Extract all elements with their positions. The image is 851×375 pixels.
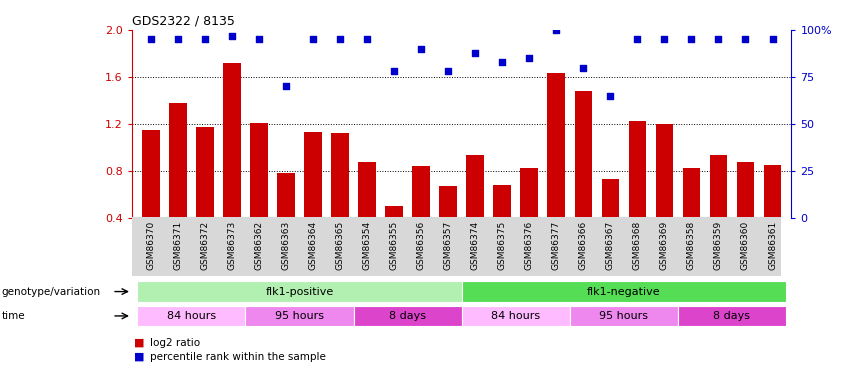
- Text: genotype/variation: genotype/variation: [2, 286, 100, 297]
- Text: percentile rank within the sample: percentile rank within the sample: [150, 352, 326, 362]
- Point: [198, 36, 212, 42]
- Point: [226, 33, 239, 39]
- Text: time: time: [2, 311, 26, 321]
- Text: GSM86361: GSM86361: [768, 220, 777, 270]
- Text: GSM86357: GSM86357: [443, 220, 453, 270]
- Text: GSM86355: GSM86355: [390, 220, 398, 270]
- Bar: [196, 127, 214, 218]
- Text: GSM86356: GSM86356: [417, 220, 426, 270]
- Text: GSM86373: GSM86373: [227, 220, 237, 270]
- Bar: [169, 103, 186, 218]
- Point: [306, 36, 320, 42]
- Text: GSM86367: GSM86367: [606, 220, 614, 270]
- Bar: [331, 133, 349, 218]
- Point: [658, 36, 671, 42]
- Bar: [521, 168, 538, 217]
- Text: ■: ■: [134, 352, 145, 362]
- Point: [144, 36, 157, 42]
- Bar: [710, 155, 728, 218]
- Text: GSM86354: GSM86354: [363, 220, 372, 270]
- Point: [171, 36, 185, 42]
- Text: GSM86364: GSM86364: [309, 220, 317, 270]
- Text: flk1-negative: flk1-negative: [587, 286, 660, 297]
- Bar: [547, 74, 565, 217]
- Text: log2 ratio: log2 ratio: [150, 338, 200, 348]
- Point: [739, 36, 752, 42]
- Text: GSM86359: GSM86359: [714, 220, 723, 270]
- Text: GSM86375: GSM86375: [498, 220, 506, 270]
- Point: [360, 36, 374, 42]
- Text: GSM86366: GSM86366: [579, 220, 588, 270]
- Text: ■: ■: [134, 338, 145, 348]
- Point: [631, 36, 644, 42]
- Point: [766, 36, 780, 42]
- Text: GSM86374: GSM86374: [471, 220, 480, 270]
- Text: 8 days: 8 days: [713, 311, 751, 321]
- Text: GSM86360: GSM86360: [741, 220, 750, 270]
- Text: 95 hours: 95 hours: [275, 311, 324, 321]
- Text: GSM86376: GSM86376: [525, 220, 534, 270]
- Point: [252, 36, 266, 42]
- Text: GDS2322 / 8135: GDS2322 / 8135: [132, 15, 235, 27]
- Point: [550, 27, 563, 33]
- Bar: [466, 155, 484, 218]
- Bar: [245, 306, 353, 326]
- Bar: [142, 130, 160, 218]
- Text: 8 days: 8 days: [389, 311, 426, 321]
- Bar: [358, 162, 376, 218]
- Bar: [655, 124, 673, 218]
- Point: [468, 50, 482, 55]
- Text: GSM86370: GSM86370: [146, 220, 156, 270]
- Point: [414, 46, 428, 52]
- Bar: [462, 306, 570, 326]
- Point: [495, 59, 509, 65]
- Point: [523, 55, 536, 61]
- Point: [711, 36, 725, 42]
- Bar: [250, 123, 268, 218]
- Text: GSM86372: GSM86372: [200, 220, 209, 270]
- Text: GSM86362: GSM86362: [254, 220, 264, 270]
- Bar: [462, 281, 786, 302]
- Bar: [137, 306, 245, 326]
- Text: GSM86363: GSM86363: [282, 220, 290, 270]
- Text: 95 hours: 95 hours: [599, 311, 648, 321]
- Point: [442, 68, 455, 74]
- Bar: [570, 306, 678, 326]
- Point: [279, 83, 293, 89]
- Bar: [629, 122, 646, 218]
- Text: 84 hours: 84 hours: [167, 311, 216, 321]
- Text: GSM86358: GSM86358: [687, 220, 696, 270]
- Text: flk1-positive: flk1-positive: [266, 286, 334, 297]
- Bar: [413, 166, 430, 218]
- Bar: [304, 132, 322, 218]
- Bar: [494, 185, 511, 218]
- Bar: [137, 281, 462, 302]
- Text: GSM86377: GSM86377: [551, 220, 561, 270]
- Bar: [683, 168, 700, 217]
- Point: [387, 68, 401, 74]
- Text: GSM86369: GSM86369: [660, 220, 669, 270]
- Point: [334, 36, 347, 42]
- Bar: [386, 206, 403, 218]
- Bar: [678, 306, 786, 326]
- Bar: [763, 165, 781, 218]
- Point: [684, 36, 698, 42]
- Bar: [223, 63, 241, 217]
- Text: 84 hours: 84 hours: [491, 311, 540, 321]
- Bar: [602, 179, 620, 218]
- Bar: [574, 91, 592, 218]
- Text: GSM86365: GSM86365: [335, 220, 345, 270]
- Text: GSM86371: GSM86371: [174, 220, 182, 270]
- Bar: [737, 162, 754, 218]
- Point: [603, 93, 617, 99]
- Bar: [353, 306, 462, 326]
- Point: [576, 64, 590, 70]
- Bar: [439, 186, 457, 218]
- Bar: [277, 173, 294, 217]
- Text: GSM86368: GSM86368: [633, 220, 642, 270]
